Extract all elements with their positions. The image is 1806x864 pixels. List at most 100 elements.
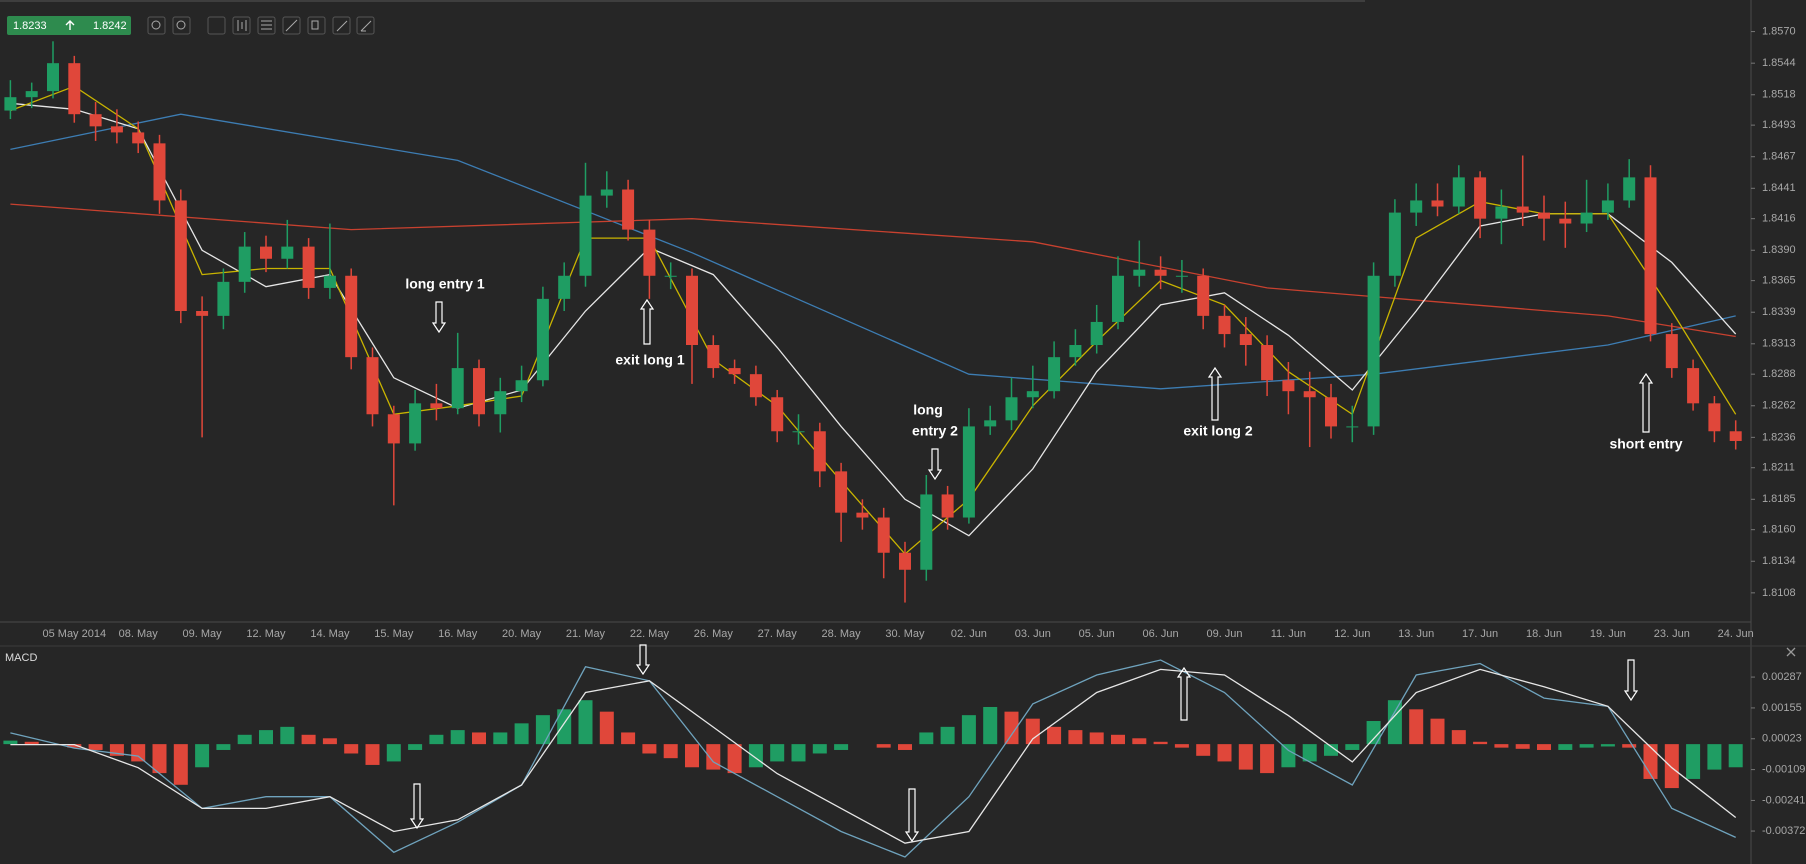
histogram-bar [1537, 744, 1551, 750]
candle-body [1325, 397, 1337, 427]
candle-body [1495, 206, 1508, 219]
candle-body [1112, 275, 1124, 322]
panel-title: MACD [5, 652, 37, 664]
histogram-bar [1473, 741, 1488, 745]
y-tick-label: 1.8108 [1762, 587, 1796, 599]
x-tick-label: 22. May [630, 628, 670, 640]
x-tick-label: 23. Jun [1654, 628, 1690, 640]
histogram-bar [173, 744, 188, 785]
histogram-bar [685, 744, 699, 768]
candle-body [409, 403, 422, 444]
chart-type-button[interactable] [232, 16, 251, 35]
x-tick-label: 30. May [885, 628, 925, 640]
candle-body [558, 275, 571, 299]
y-tick-label: 1.8467 [1762, 151, 1796, 163]
zoom-out-icon [151, 20, 161, 30]
candle-body [47, 63, 59, 92]
histogram-bar [1153, 741, 1168, 745]
candle-body [174, 200, 187, 311]
x-tick-label: 26. May [694, 628, 734, 640]
indicators-button[interactable] [257, 16, 276, 35]
histogram-bar [1281, 744, 1296, 768]
histogram-bar [1451, 730, 1466, 745]
candle-body [1538, 212, 1550, 219]
copy-icon [311, 20, 319, 30]
candle-body [25, 91, 38, 98]
x-tick-label: 16. May [438, 628, 478, 640]
entry-arrow [431, 301, 447, 334]
histogram-bar [578, 700, 593, 745]
histogram-bar [195, 744, 210, 768]
candle-body [707, 345, 720, 369]
histogram-bar [1686, 744, 1701, 779]
histogram-bar [408, 744, 423, 750]
up-arrow-icon [65, 20, 75, 30]
histogram-bar [727, 744, 742, 774]
histogram-bar [1238, 744, 1253, 770]
x-tick-label: 24. Jun [1718, 628, 1754, 640]
copy-button[interactable] [307, 16, 326, 35]
candle-body [1048, 357, 1061, 392]
candle-body [792, 431, 805, 433]
histogram-bar [706, 744, 721, 770]
edit-button[interactable] [332, 16, 351, 35]
candle-body [1303, 391, 1316, 398]
histogram-bar [642, 744, 657, 754]
candle-body [1154, 269, 1167, 276]
histogram-bar [1111, 734, 1125, 745]
y-tick-label: 1.8416 [1762, 213, 1796, 225]
entry-arrow [927, 448, 943, 481]
histogram-bar [1579, 744, 1594, 748]
histogram-bar [1047, 726, 1062, 745]
annotation: exit long 2 [1183, 423, 1252, 439]
candle-body [686, 275, 698, 346]
candle-body [1623, 177, 1636, 201]
x-tick-label: 08. May [119, 628, 159, 640]
candle-body [643, 229, 656, 276]
candle-body [387, 414, 400, 444]
histogram-bar [1622, 744, 1637, 748]
edit-icon [336, 20, 348, 32]
candle-body [1410, 200, 1423, 213]
draw-button[interactable] [282, 16, 301, 35]
histogram-bar [1515, 744, 1530, 749]
signal-arrow [409, 783, 425, 830]
x-tick-label: 03. Jun [1015, 628, 1051, 640]
indicator-line [10, 668, 1737, 844]
histogram-bar [1217, 744, 1232, 762]
histogram-bar [131, 744, 146, 762]
candle-body [749, 374, 762, 398]
histogram-bar [1196, 744, 1211, 756]
histogram-bar [280, 726, 295, 745]
histogram-bar [472, 732, 486, 745]
exit-arrow [639, 298, 655, 345]
candle-body [941, 494, 954, 518]
candle-body [1580, 212, 1593, 224]
candle-body [1218, 315, 1231, 335]
histogram-bar [3, 740, 18, 745]
zoom-out-button[interactable] [147, 16, 166, 35]
histogram-bar [216, 744, 231, 750]
histogram-bar [919, 732, 934, 745]
y-tick-label: 1.8441 [1762, 182, 1796, 194]
candle-body [1601, 200, 1614, 213]
pencil-button[interactable] [356, 16, 375, 35]
candle-body [1026, 391, 1039, 398]
plot: 1.8570 1.8544 1.8518 1.8493 1.8467 1.8441 1.84… [3, 25, 1805, 858]
candle-body [813, 431, 826, 472]
candle-body [1367, 275, 1380, 427]
x-tick-label: 09. May [183, 628, 223, 640]
histogram-bar [88, 744, 103, 750]
candle-body [1090, 321, 1103, 346]
close-pane-button[interactable] [1786, 647, 1796, 657]
timeframe-button[interactable] [207, 16, 226, 35]
annotation: short entry [1609, 436, 1682, 452]
candle-body [877, 517, 890, 553]
histogram-bar [1004, 711, 1019, 745]
price-box[interactable] [7, 16, 131, 35]
histogram-bar [812, 744, 827, 754]
histogram-bar [1494, 744, 1509, 748]
zoom-in-button[interactable] [172, 16, 191, 35]
histogram-bar [514, 723, 529, 745]
